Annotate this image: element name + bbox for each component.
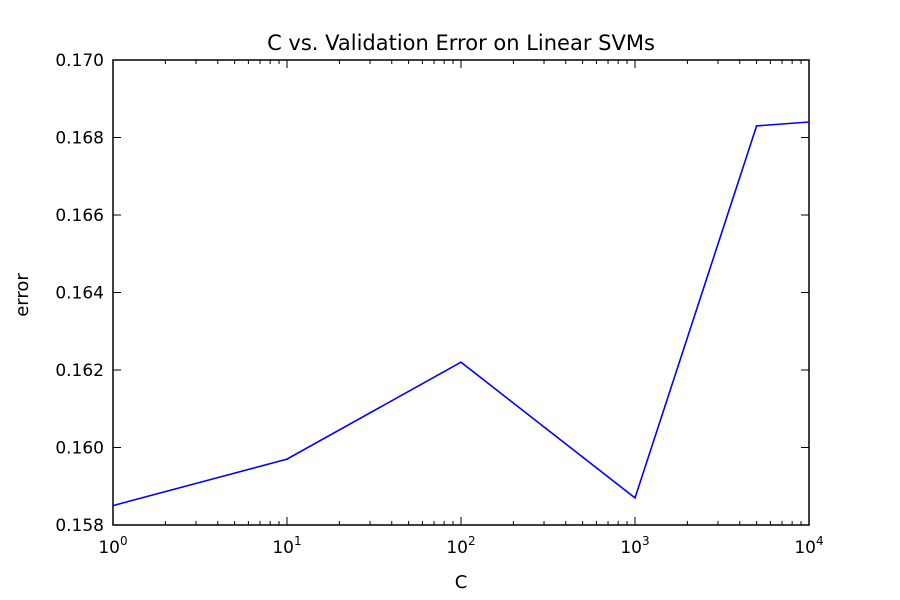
y-tick-label: 0.166 bbox=[55, 206, 104, 226]
y-tick-label: 0.162 bbox=[55, 361, 104, 381]
y-axis-label: error bbox=[12, 273, 33, 317]
x-tick-label: 104 bbox=[794, 534, 823, 558]
data-point bbox=[808, 121, 810, 123]
x-tick-label: 101 bbox=[272, 534, 301, 558]
chart-title: C vs. Validation Error on Linear SVMs bbox=[267, 31, 655, 55]
y-axis: 0.158 0.160 0.162 0.164 0.166 0.168 0.170 bbox=[55, 51, 809, 536]
x-axis: 100 101 102 103 104 bbox=[98, 60, 824, 558]
y-tick-label: 0.164 bbox=[55, 284, 104, 304]
data-point bbox=[634, 497, 636, 499]
data-point bbox=[460, 361, 462, 364]
series-line bbox=[112, 121, 810, 507]
y-tick-label: 0.158 bbox=[55, 516, 104, 536]
x-tick-label: 100 bbox=[98, 534, 127, 558]
data-point bbox=[755, 125, 758, 127]
x-axis-label: C bbox=[455, 572, 468, 593]
x-tick-label: 103 bbox=[620, 534, 649, 558]
y-tick-label: 0.168 bbox=[55, 129, 104, 149]
plot-frame bbox=[112, 59, 810, 526]
series-layer bbox=[112, 121, 810, 507]
y-tick-label: 0.170 bbox=[55, 51, 104, 71]
data-point bbox=[112, 504, 114, 507]
data-point bbox=[286, 458, 288, 460]
y-tick-label: 0.160 bbox=[55, 439, 104, 459]
x-tick-label: 102 bbox=[446, 534, 475, 558]
